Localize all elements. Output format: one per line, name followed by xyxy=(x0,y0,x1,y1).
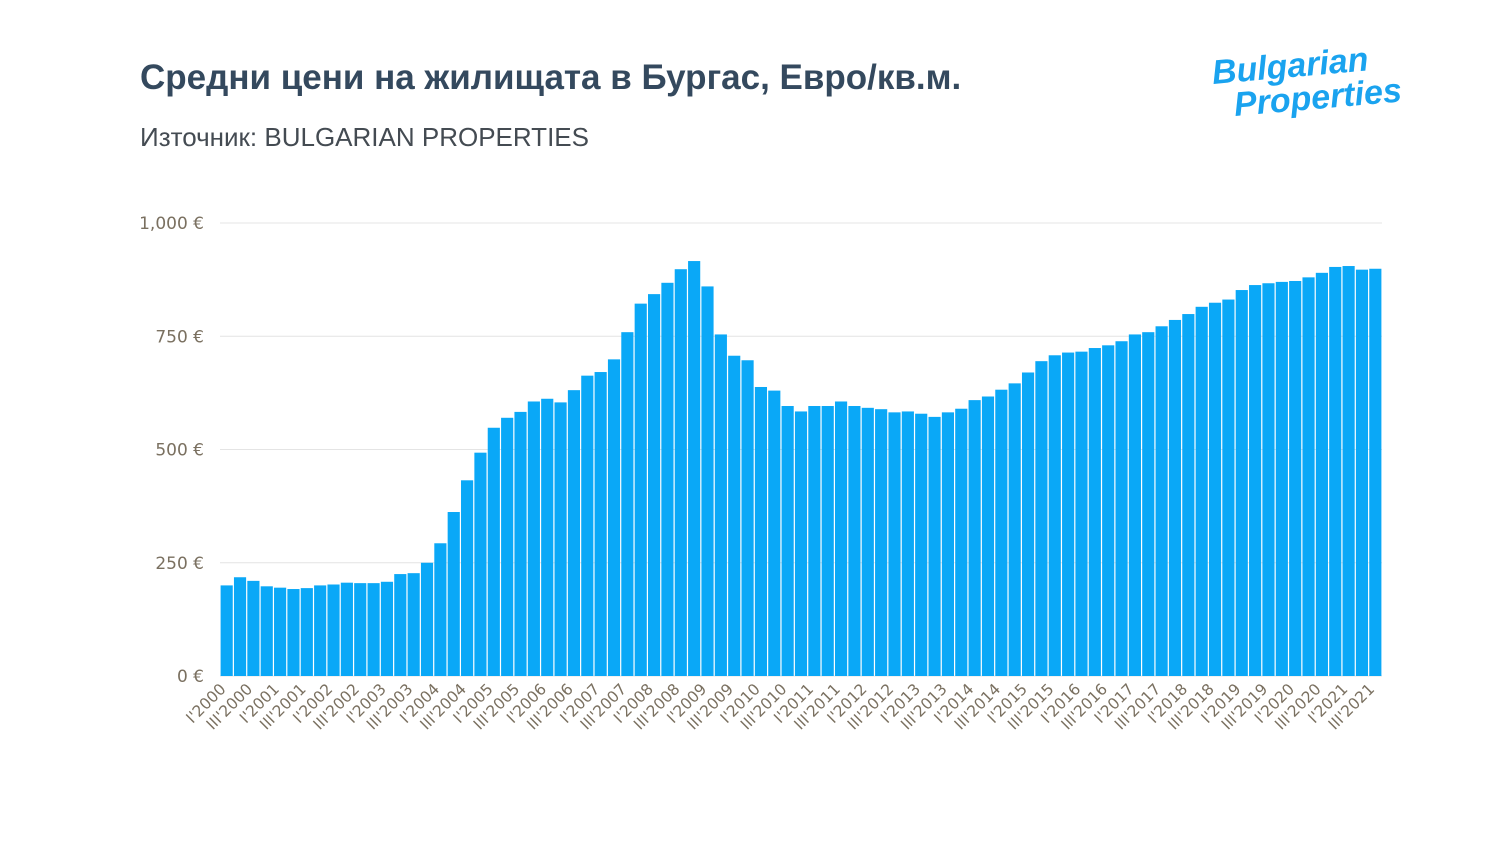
bar xyxy=(1115,341,1128,676)
bar xyxy=(901,411,914,676)
bar xyxy=(314,585,327,676)
bar xyxy=(420,562,434,676)
y-tick-label: 250 € xyxy=(155,554,204,574)
bar xyxy=(247,580,260,676)
bar xyxy=(701,286,714,676)
bar xyxy=(300,588,313,676)
y-tick-label: 750 € xyxy=(155,327,204,347)
x-axis-ticks: I'2000III'2000I'2001III'2001I'2002III'20… xyxy=(183,680,1379,733)
bar xyxy=(220,585,233,676)
bar xyxy=(607,359,621,676)
bar xyxy=(1128,334,1141,676)
bar xyxy=(1249,285,1262,676)
bar xyxy=(367,583,380,676)
bar xyxy=(1075,351,1088,676)
bar xyxy=(648,294,661,676)
bar xyxy=(915,413,928,676)
bar xyxy=(514,411,527,676)
y-tick-label: 0 € xyxy=(177,667,204,687)
bar xyxy=(1142,332,1155,676)
bar xyxy=(688,261,701,676)
bar xyxy=(501,417,514,676)
bar xyxy=(1329,266,1342,676)
bar xyxy=(1088,348,1101,676)
bar xyxy=(995,389,1008,676)
bar xyxy=(1262,283,1275,676)
bar xyxy=(861,407,874,676)
bar xyxy=(875,409,888,676)
bar xyxy=(1195,306,1208,676)
bar xyxy=(1275,281,1288,676)
bar xyxy=(848,406,861,676)
bar xyxy=(768,390,781,676)
bar xyxy=(354,583,367,676)
bar xyxy=(340,582,353,676)
bar xyxy=(621,332,634,676)
bar xyxy=(327,584,340,676)
bar xyxy=(1021,372,1035,676)
bars xyxy=(220,261,1382,676)
bar xyxy=(447,512,460,676)
bar xyxy=(1302,277,1315,676)
bar xyxy=(821,406,834,676)
bar xyxy=(260,586,273,676)
bar xyxy=(1222,299,1235,676)
bar xyxy=(474,452,487,676)
bar xyxy=(594,372,607,676)
bar xyxy=(1035,361,1048,676)
bar xyxy=(1369,268,1382,676)
bar xyxy=(1102,345,1115,676)
bar xyxy=(1355,269,1369,676)
bar xyxy=(487,427,500,676)
bar xyxy=(274,587,287,676)
bar xyxy=(567,390,581,676)
bar xyxy=(634,303,647,676)
bar xyxy=(554,402,567,676)
bar xyxy=(794,411,808,676)
bar xyxy=(714,334,727,676)
bar xyxy=(581,375,594,676)
bar xyxy=(233,577,247,676)
bar xyxy=(1155,326,1168,676)
y-tick-label: 500 € xyxy=(155,441,204,461)
bar xyxy=(1289,280,1302,676)
bar xyxy=(661,282,674,676)
chart-title: Средни цени на жилищата в Бургас, Евро/к… xyxy=(140,58,962,97)
bar xyxy=(941,412,954,676)
bar xyxy=(968,400,981,676)
bar xyxy=(741,360,754,676)
bar xyxy=(754,386,768,676)
bar xyxy=(1315,272,1328,676)
bar xyxy=(928,416,941,676)
bar xyxy=(407,573,420,676)
bar xyxy=(888,412,901,676)
bar xyxy=(834,401,848,676)
bar xyxy=(1235,290,1248,676)
chart-subtitle: Източник: BULGARIAN PROPERTIES xyxy=(140,122,589,152)
bar xyxy=(541,398,554,676)
bar xyxy=(434,543,447,676)
bar xyxy=(1342,266,1355,676)
bar xyxy=(394,574,407,676)
bar xyxy=(955,408,968,676)
bar xyxy=(461,480,474,676)
bar xyxy=(674,269,687,676)
y-tick-label: 1,000 € xyxy=(139,214,204,234)
bar xyxy=(380,581,394,676)
bar xyxy=(808,406,821,676)
bulgarian-properties-logo: Bulgarian Properties xyxy=(1210,48,1403,124)
bar xyxy=(1062,352,1075,676)
bar xyxy=(781,406,794,676)
bar xyxy=(728,355,741,676)
y-axis-ticks: 0 € 250 € 500 € 750 € 1,000 € xyxy=(139,214,204,687)
bar xyxy=(1168,319,1182,676)
bar xyxy=(527,401,540,676)
bar xyxy=(981,396,995,676)
bar xyxy=(1008,383,1021,676)
bar xyxy=(1048,355,1061,676)
bar xyxy=(287,589,300,676)
bar xyxy=(1182,314,1195,676)
bar xyxy=(1208,302,1222,676)
